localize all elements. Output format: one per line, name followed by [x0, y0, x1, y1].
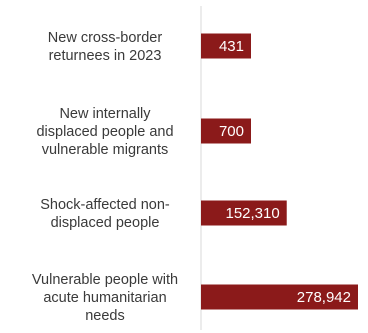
- category-label-line: displaced people: [51, 215, 160, 231]
- bar-3: [201, 284, 358, 310]
- category-label-line: Shock-affected non-: [40, 197, 170, 213]
- bar-value-label-2: 152,310: [225, 205, 279, 222]
- category-label-3: Vulnerable people with acute humanitarian…: [32, 272, 178, 324]
- category-label-line: displaced people and: [36, 124, 173, 140]
- category-label-line: returnees in 2023: [49, 48, 162, 64]
- category-label-0: New cross-border returnees in 2023: [48, 30, 163, 64]
- category-label-line: New cross-border: [48, 30, 163, 46]
- bar-1: [201, 118, 251, 144]
- category-label-line: needs: [85, 308, 125, 324]
- category-label-line: acute humanitarian: [43, 290, 166, 306]
- bar-value-label-0: 431: [219, 38, 244, 55]
- bar-value-label-1: 700: [219, 123, 244, 140]
- bar-0: [201, 33, 251, 59]
- bar-2: [201, 200, 287, 226]
- bar-value-label-3: 278,942: [297, 289, 351, 306]
- category-label-line: Vulnerable people with: [32, 272, 178, 288]
- category-label-1: New internally displaced people and vulner…: [36, 106, 173, 158]
- category-label-2: Shock-affected non-displaced people: [40, 197, 170, 231]
- category-label-line: New internally: [59, 106, 151, 122]
- category-label-line: vulnerable migrants: [42, 142, 169, 158]
